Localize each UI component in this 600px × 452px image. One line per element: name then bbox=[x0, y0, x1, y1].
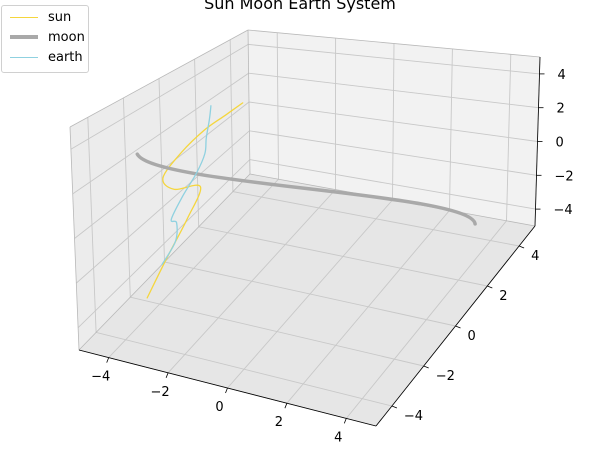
legend-swatch-moon bbox=[10, 35, 38, 39]
y-tick bbox=[455, 325, 461, 329]
y-tick bbox=[518, 245, 525, 249]
y-tick bbox=[391, 405, 398, 409]
left-pane bbox=[70, 30, 250, 350]
z-tick-label: −2 bbox=[555, 169, 574, 184]
pane-edge bbox=[247, 29, 251, 175]
z-tick-label: 4 bbox=[558, 68, 566, 83]
y-tick-label: 2 bbox=[499, 289, 507, 304]
legend-item-earth: earth bbox=[10, 48, 83, 66]
y-tick bbox=[423, 365, 429, 369]
legend: sun moon earth bbox=[1, 5, 89, 73]
x-tick-label: −4 bbox=[91, 370, 110, 385]
x-tick-label: 4 bbox=[334, 430, 342, 445]
legend-label-sun: sun bbox=[48, 9, 72, 25]
x-tick-label: −2 bbox=[151, 385, 170, 400]
pane-edge bbox=[247, 29, 541, 58]
x-tick bbox=[165, 372, 169, 378]
y-tick-label: −4 bbox=[404, 409, 423, 424]
legend-item-moon: moon bbox=[10, 28, 85, 46]
x-tick bbox=[284, 403, 288, 409]
x-tick-label: 0 bbox=[215, 400, 223, 415]
pane-edge bbox=[69, 126, 80, 351]
legend-label-moon: moon bbox=[48, 29, 85, 45]
x-tick bbox=[343, 418, 347, 424]
y-tick-label: 4 bbox=[531, 249, 539, 264]
series-sun bbox=[146, 102, 244, 299]
floor-pane bbox=[79, 174, 535, 426]
z-tick-label: 0 bbox=[556, 136, 564, 151]
y-tick-label: 0 bbox=[468, 329, 476, 344]
x-tick-label: 2 bbox=[275, 415, 283, 430]
series-earth bbox=[161, 105, 212, 266]
legend-swatch-sun bbox=[10, 16, 38, 18]
y-tick bbox=[487, 285, 493, 289]
z-tick-label: −4 bbox=[554, 203, 573, 218]
pane-edge bbox=[69, 29, 249, 128]
series-moon bbox=[135, 152, 477, 226]
x-tick bbox=[106, 357, 110, 363]
z-tick-label: 2 bbox=[557, 102, 565, 117]
x-tick bbox=[225, 387, 228, 394]
legend-item-sun: sun bbox=[10, 8, 71, 26]
legend-label-earth: earth bbox=[48, 49, 83, 65]
legend-swatch-earth bbox=[10, 56, 38, 58]
chart-title: Sun Moon Earth System bbox=[204, 0, 396, 13]
back-pane bbox=[248, 30, 540, 226]
y-tick-label: −2 bbox=[436, 369, 455, 384]
